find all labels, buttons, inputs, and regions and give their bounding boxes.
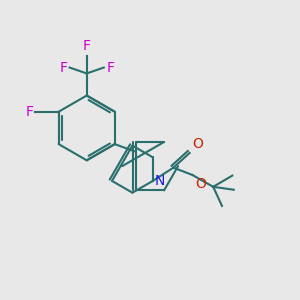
Text: F: F xyxy=(59,61,67,75)
Text: N: N xyxy=(154,174,165,188)
Text: F: F xyxy=(83,39,91,53)
Text: O: O xyxy=(192,137,203,152)
Text: F: F xyxy=(106,61,114,75)
Text: O: O xyxy=(195,176,206,190)
Text: F: F xyxy=(26,105,34,119)
